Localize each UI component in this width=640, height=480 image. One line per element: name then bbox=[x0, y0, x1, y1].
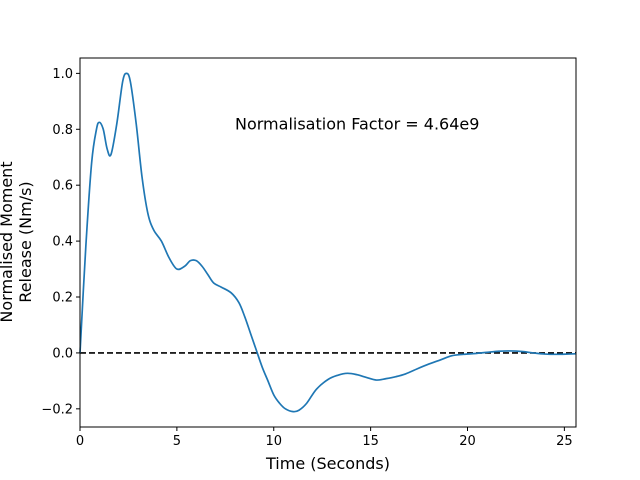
y-axis-label-line-2: Release (Nm/s) bbox=[16, 181, 35, 302]
y-tick-label: 0.0 bbox=[52, 346, 73, 361]
y-tick-label: 0.6 bbox=[52, 179, 73, 194]
normalisation-annotation: Normalisation Factor = 4.64e9 bbox=[235, 114, 479, 133]
x-tick-label: 10 bbox=[265, 434, 282, 449]
y-tick-label: 0.8 bbox=[52, 123, 73, 138]
y-axis-label: Normalised Moment Release (Nm/s) bbox=[0, 161, 35, 322]
x-axis-ticks: 0 5 10 15 20 25 bbox=[76, 427, 573, 449]
x-tick-label: 0 bbox=[76, 434, 84, 449]
x-tick-label: 25 bbox=[556, 434, 573, 449]
y-tick-label: −0.2 bbox=[41, 402, 73, 417]
y-axis-ticks: −0.2 0.0 0.2 0.4 0.6 0.8 1.0 bbox=[41, 67, 80, 417]
y-tick-label: 0.2 bbox=[52, 291, 73, 306]
series-layer bbox=[79, 72, 577, 413]
x-tick-label: 5 bbox=[173, 434, 181, 449]
series-line-0 bbox=[79, 72, 577, 413]
y-axis-label-line-1: Normalised Moment bbox=[0, 161, 16, 322]
plot-frame bbox=[79, 57, 577, 428]
x-tick-label: 20 bbox=[459, 434, 476, 449]
x-axis-label: Time (Seconds) bbox=[265, 454, 390, 473]
x-tick-label: 15 bbox=[362, 434, 379, 449]
y-tick-label: 1.0 bbox=[52, 67, 73, 82]
y-tick-label: 0.4 bbox=[52, 235, 73, 250]
